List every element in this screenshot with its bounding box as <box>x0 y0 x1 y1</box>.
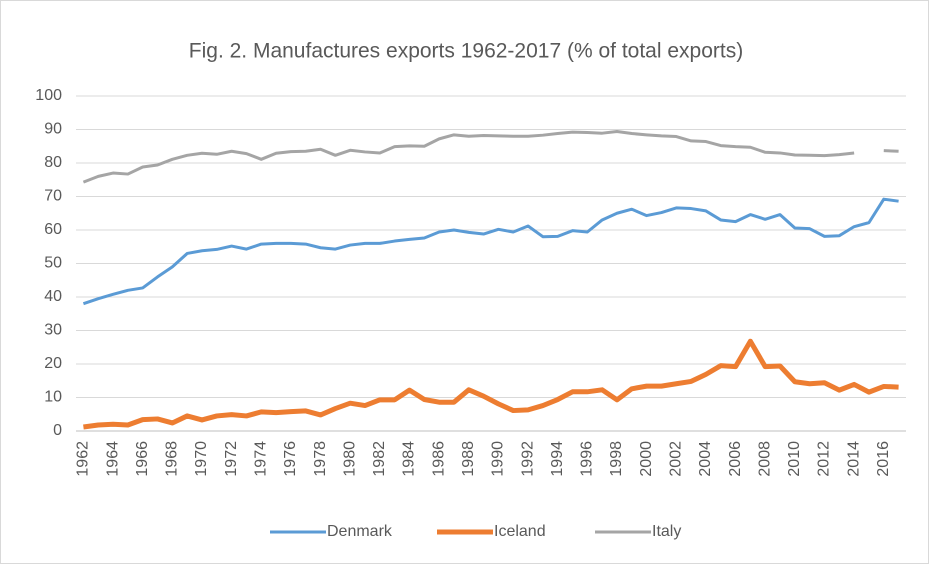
x-tick-label: 2016 <box>875 441 892 477</box>
x-tick-label: 1992 <box>519 441 536 477</box>
x-tick-label: 1996 <box>579 441 596 477</box>
y-tick-label: 100 <box>35 87 62 104</box>
x-tick-label: 1988 <box>460 441 477 477</box>
y-tick-label: 20 <box>44 355 62 372</box>
x-tick-label: 2000 <box>638 441 655 477</box>
x-tick-label: 2004 <box>697 441 714 477</box>
series-line <box>83 338 899 430</box>
x-tick-label: 1982 <box>371 441 388 477</box>
series-line <box>82 197 899 306</box>
x-tick-label: 2008 <box>756 441 773 477</box>
legend-label: Iceland <box>494 523 546 540</box>
x-tick-label: 2010 <box>786 441 803 477</box>
x-tick-label: 1974 <box>252 441 269 477</box>
x-tick-label: 1968 <box>164 441 181 477</box>
y-tick-label: 40 <box>44 288 62 305</box>
x-tick-label: 1984 <box>401 441 418 477</box>
legend-label: Denmark <box>327 523 393 540</box>
x-tick-label: 2002 <box>667 441 684 477</box>
y-tick-label: 30 <box>44 322 62 339</box>
chart-title: Fig. 2. Manufactures exports 1962-2017 (… <box>189 40 743 63</box>
y-tick-label: 10 <box>44 389 62 406</box>
x-tick-label: 1980 <box>341 441 358 477</box>
y-tick-label: 0 <box>53 422 62 439</box>
y-tick-label: 70 <box>44 188 62 205</box>
x-tick-label: 1986 <box>430 441 447 477</box>
y-tick-label: 80 <box>44 154 62 171</box>
y-tick-label: 60 <box>44 221 62 238</box>
y-tick-label: 50 <box>44 255 62 272</box>
x-tick-label: 1976 <box>282 441 299 477</box>
x-tick-label: 1962 <box>75 441 92 477</box>
series-line <box>82 130 899 184</box>
legend-label: Italy <box>652 523 681 540</box>
x-tick-label: 1966 <box>134 441 151 477</box>
x-tick-label: 1978 <box>312 441 329 477</box>
x-tick-label: 2014 <box>845 441 862 477</box>
x-tick-label: 1970 <box>193 441 210 477</box>
x-tick-label: 1990 <box>490 441 507 477</box>
x-tick-label: 1998 <box>608 441 625 477</box>
y-tick-label: 90 <box>44 121 62 138</box>
x-tick-label: 1964 <box>104 441 121 477</box>
x-tick-label: 1994 <box>549 441 566 477</box>
x-tick-label: 2012 <box>816 441 833 477</box>
x-tick-label: 1972 <box>223 441 240 477</box>
x-tick-label: 2006 <box>727 441 744 477</box>
